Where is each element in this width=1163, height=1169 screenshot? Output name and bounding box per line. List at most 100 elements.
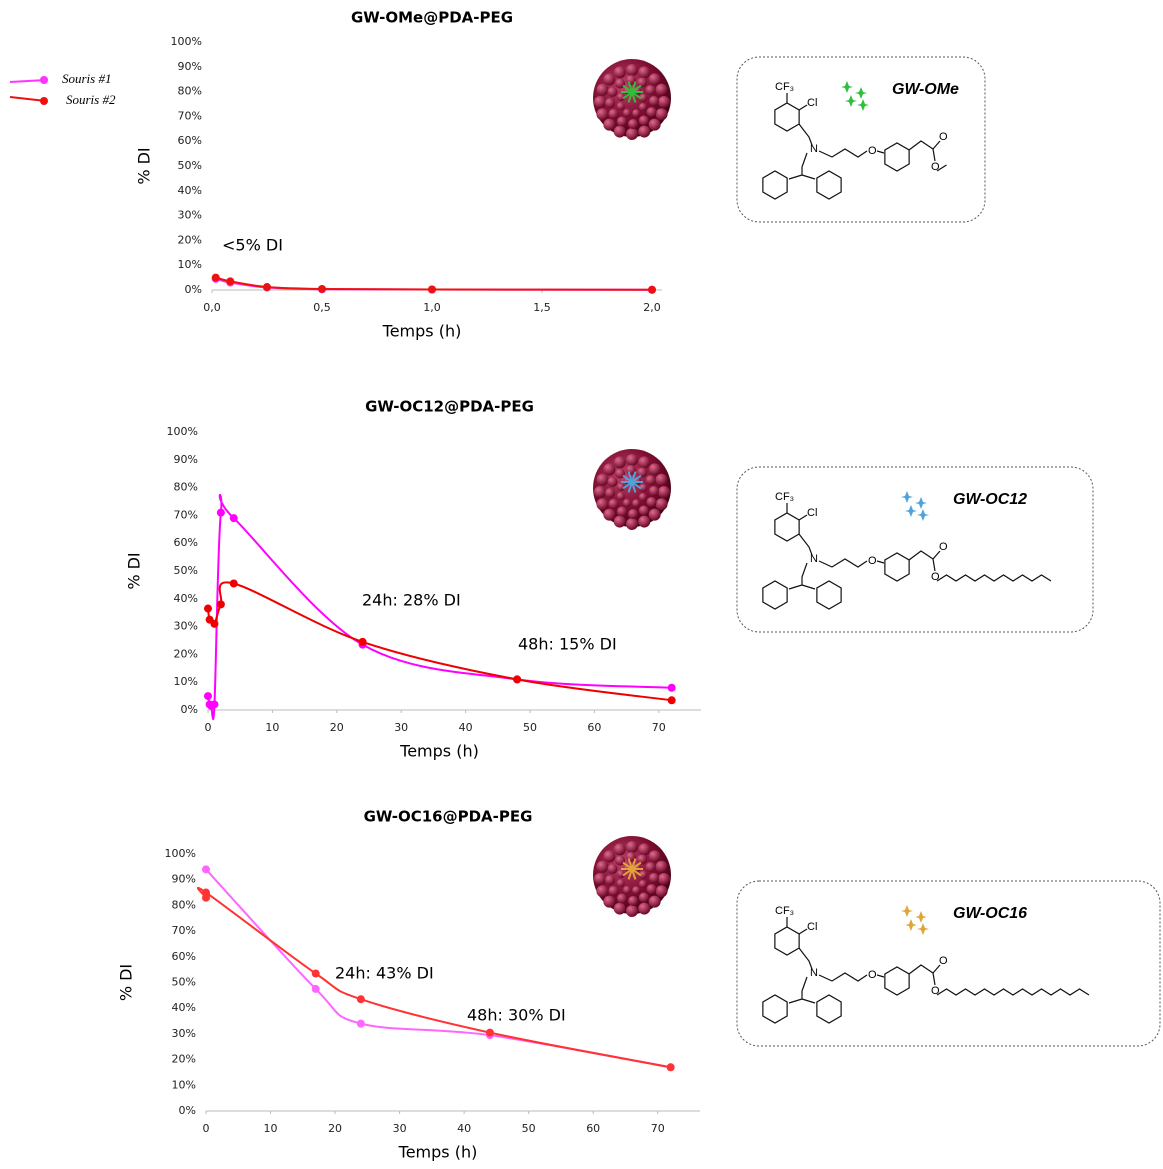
y-tick-label: 30%: [178, 209, 202, 222]
nanoparticle-core: [631, 91, 642, 100]
nanoparticle-core: [631, 861, 642, 870]
nanoparticle-core: [622, 91, 633, 100]
data-point: [229, 579, 238, 588]
atom-label: CF₃: [775, 905, 794, 917]
legend-marker: [40, 97, 48, 105]
data-point: [202, 888, 210, 897]
nanoparticle-bead: [607, 476, 618, 487]
nanoparticle-bead: [646, 107, 657, 118]
data-point: [204, 604, 212, 613]
y-tick-label: 30%: [172, 1027, 196, 1040]
nanoparticle-bead: [605, 488, 616, 499]
bond: [786, 503, 941, 590]
x-tick-label: 0,5: [313, 301, 331, 314]
x-tick-label: 50: [522, 1122, 536, 1135]
nanoparticle-bead: [615, 78, 626, 89]
atom-label: CF₃: [775, 81, 794, 93]
nanoparticle-bead: [648, 872, 659, 883]
ring: [816, 994, 842, 1024]
nanoparticle-bead: [655, 498, 668, 511]
nanoparticle-bead: [638, 505, 649, 516]
nanoparticle-bead: [613, 902, 626, 915]
data-point: [216, 508, 225, 517]
data-point: [356, 995, 365, 1004]
data-point: [263, 283, 271, 292]
nanoparticle-bead: [608, 108, 619, 119]
data-point: [229, 514, 238, 523]
ring: [762, 580, 788, 610]
sparkle: [905, 505, 917, 517]
y-tick-label: 60%: [172, 950, 196, 963]
nanoparticle-bead: [617, 483, 626, 492]
y-tick-label: 40%: [174, 592, 198, 605]
nanoparticle-bead: [608, 498, 619, 509]
nanoparticle-bead: [646, 884, 657, 895]
nanoparticle-core: [631, 91, 637, 103]
x-tick-label: 40: [457, 1122, 471, 1135]
nanoparticle-core: [627, 471, 633, 483]
data-point: [204, 692, 212, 701]
nanoparticle-bead: [626, 518, 638, 530]
alkyl-chain: [936, 164, 947, 172]
x-tick-label: 70: [652, 721, 666, 734]
nanoparticle-bead: [596, 885, 609, 898]
nanoparticle-bead: [655, 83, 668, 96]
nanoparticle-bead: [626, 905, 638, 917]
nanoparticle-core: [627, 868, 633, 880]
nanoparticle-bead: [655, 473, 668, 486]
y-tick-label: 70%: [172, 924, 196, 937]
nanoparticle-bead: [632, 499, 641, 508]
nanoparticle-bead: [645, 475, 656, 486]
nanoparticle-bead: [648, 895, 661, 908]
data-point: [202, 865, 210, 874]
nanoparticle-bead: [603, 850, 616, 863]
nanoparticle-bead: [648, 118, 661, 131]
sparkle: [915, 911, 927, 923]
data-point: [428, 285, 436, 294]
nanoparticle-bead: [648, 508, 661, 521]
x-tick-label: 60: [586, 1122, 600, 1135]
series-line: [196, 886, 671, 1069]
legend-line: [9, 96, 47, 102]
nanoparticle-bead: [617, 93, 626, 102]
series-line: [205, 868, 671, 1069]
atom-label: O: [939, 541, 948, 553]
atom-label: CF₃: [775, 491, 794, 503]
x-tick-label: 1,0: [423, 301, 441, 314]
nanoparticle-bead: [613, 125, 626, 138]
sparkle: [857, 99, 869, 111]
nanoparticle-bead: [603, 895, 616, 908]
nanoparticle-bead: [637, 467, 648, 478]
nanoparticle-bead: [638, 892, 649, 903]
atom-label: O: [931, 985, 940, 997]
nanoparticle-bead: [628, 118, 639, 129]
nanoparticle-bead: [626, 64, 638, 76]
chart-title: GW-OMe@PDA-PEG: [351, 9, 513, 27]
atom-label: O: [939, 955, 948, 967]
data-point: [210, 700, 219, 709]
nanoparticle-bead: [594, 873, 606, 885]
nanoparticle-core: [622, 481, 633, 490]
x-tick-label: 50: [523, 721, 537, 734]
y-tick-label: 20%: [178, 233, 202, 246]
nanoparticle-bead: [596, 860, 609, 873]
data-point: [226, 277, 235, 286]
atom-label: O: [868, 145, 877, 157]
nanoparticle-bead: [638, 879, 647, 888]
y-tick-label: 40%: [172, 1001, 196, 1014]
y-tick-label: 60%: [178, 134, 202, 147]
nanoparticle-bead: [596, 83, 609, 96]
chart-title: GW-OC16@PDA-PEG: [364, 808, 533, 826]
x-axis-label: Temps (h): [382, 322, 462, 341]
nanoparticle-bead: [616, 506, 627, 517]
nanoparticle-bead: [603, 118, 616, 131]
atom-label: N: [810, 143, 818, 155]
molecule-name: GW-OMe: [892, 81, 959, 98]
nanoparticle-core: [627, 481, 633, 493]
atom-label: O: [931, 161, 940, 173]
nanoparticle-bead: [639, 93, 648, 102]
atom-label: Cl: [807, 507, 817, 519]
nanoparticle-bead: [626, 128, 638, 140]
y-tick-label: 10%: [178, 258, 202, 271]
